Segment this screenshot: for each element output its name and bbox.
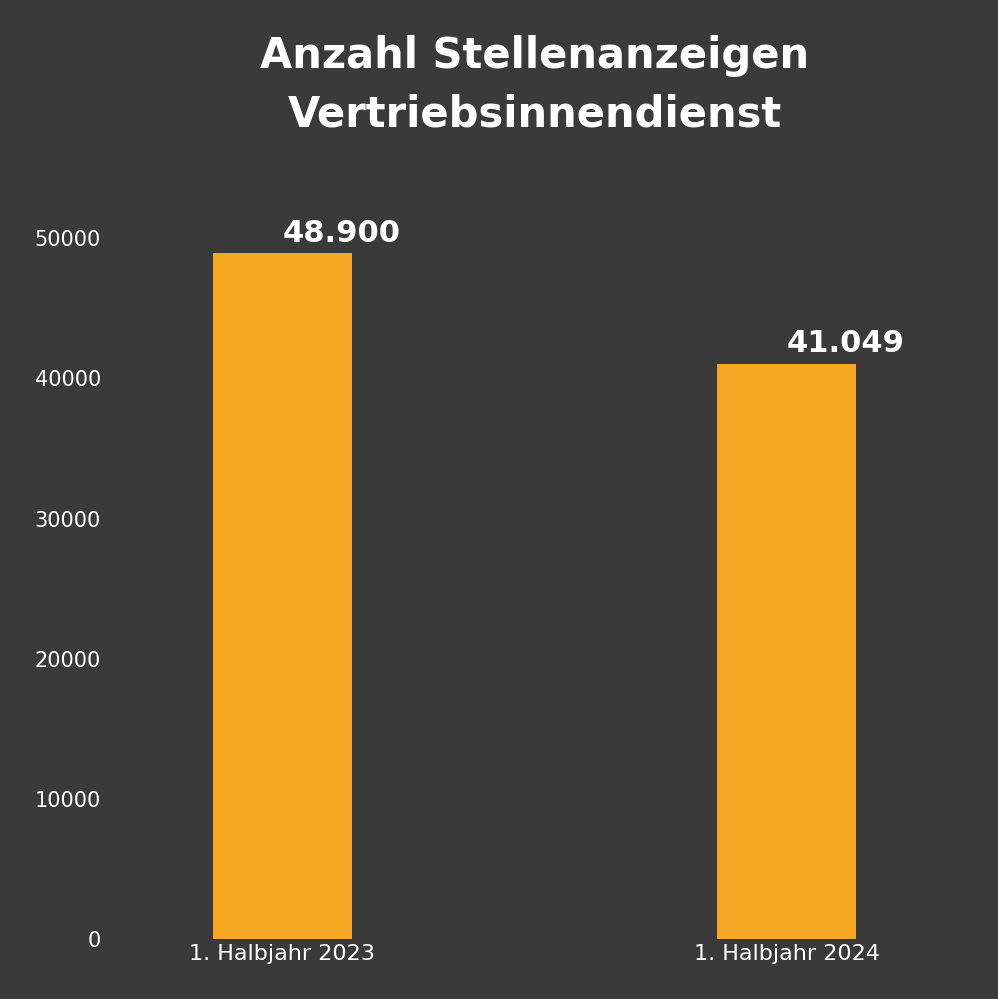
Bar: [213, 254, 351, 939]
Title: Anzahl Stellenanzeigen
Vertriebsinnendienst: Anzahl Stellenanzeigen Vertriebsinnendie…: [260, 35, 809, 135]
Text: 41.049: 41.049: [786, 329, 905, 358]
Text: 48.900: 48.900: [282, 219, 400, 248]
Bar: [718, 364, 856, 939]
